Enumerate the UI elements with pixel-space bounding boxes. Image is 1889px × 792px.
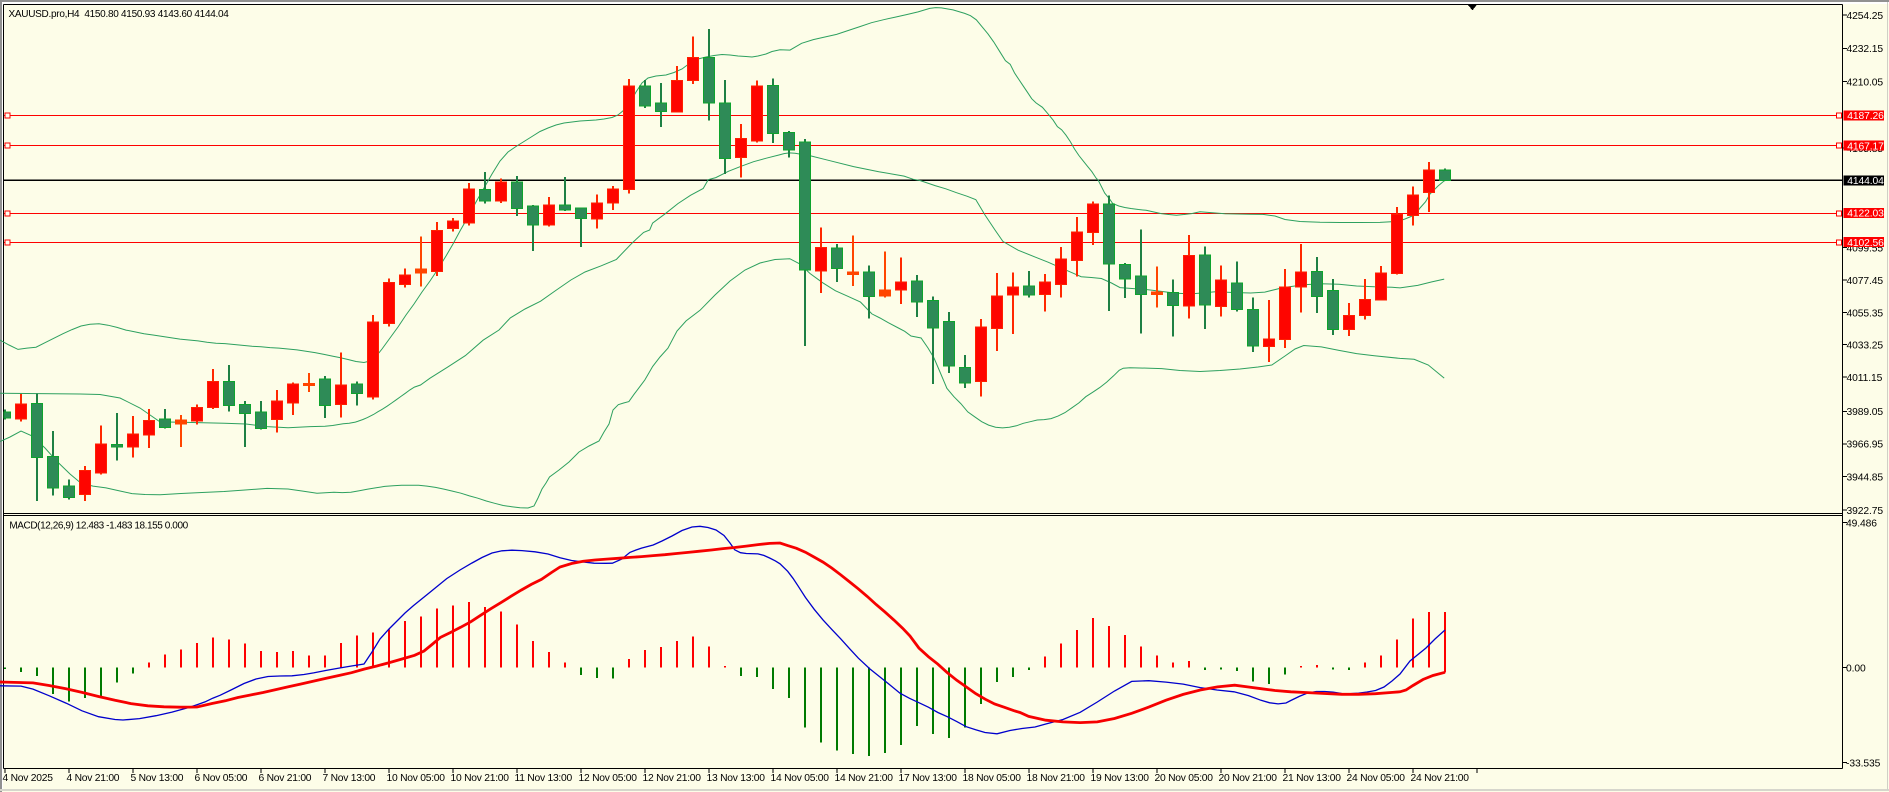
svg-text:4 Nov 21:00: 4 Nov 21:00 [67,773,120,784]
svg-text:5 Nov 13:00: 5 Nov 13:00 [131,773,184,784]
svg-text:49.486: 49.486 [1846,519,1877,530]
svg-text:4077.45: 4077.45 [1847,276,1884,287]
svg-text:4055.35: 4055.35 [1847,308,1884,319]
svg-text:MACD(12,26,9) 12.483 -1.483 18: MACD(12,26,9) 12.483 -1.483 18.155 0.000 [9,521,188,532]
svg-text:24 Nov 21:00: 24 Nov 21:00 [1411,773,1470,784]
svg-text:21 Nov 13:00: 21 Nov 13:00 [1283,773,1342,784]
svg-text:6 Nov 05:00: 6 Nov 05:00 [195,773,248,784]
svg-text:18 Nov 21:00: 18 Nov 21:00 [1027,773,1086,784]
svg-text:20 Nov 21:00: 20 Nov 21:00 [1219,773,1278,784]
svg-text:24 Nov 05:00: 24 Nov 05:00 [1347,773,1406,784]
svg-text:3989.05: 3989.05 [1847,407,1884,418]
svg-text:4232.15: 4232.15 [1847,44,1884,55]
svg-text:4187.26: 4187.26 [1847,111,1884,122]
svg-text:12 Nov 21:00: 12 Nov 21:00 [643,773,702,784]
svg-text:14 Nov 05:00: 14 Nov 05:00 [771,773,830,784]
svg-text:4102.56: 4102.56 [1847,238,1884,249]
svg-text:3944.85: 3944.85 [1847,472,1884,483]
svg-text:19 Nov 13:00: 19 Nov 13:00 [1091,773,1150,784]
svg-text:4122.03: 4122.03 [1847,209,1884,220]
svg-text:4254.25: 4254.25 [1847,11,1884,22]
svg-text:4099.55: 4099.55 [1847,243,1884,254]
svg-text:4167.17: 4167.17 [1847,141,1884,152]
svg-text:11 Nov 13:00: 11 Nov 13:00 [515,773,573,784]
svg-text:3966.95: 3966.95 [1847,440,1884,451]
svg-text:XAUUSD.pro,H4 4150.80 4150.93: XAUUSD.pro,H4 4150.80 4150.93 4143.60 41… [9,9,230,20]
svg-text:13 Nov 13:00: 13 Nov 13:00 [707,773,766,784]
svg-text:-33.535: -33.535 [1846,758,1881,769]
svg-text:17 Nov 13:00: 17 Nov 13:00 [899,773,958,784]
svg-text:18 Nov 05:00: 18 Nov 05:00 [963,773,1022,784]
svg-text:4033.25: 4033.25 [1847,340,1884,351]
svg-text:10 Nov 05:00: 10 Nov 05:00 [387,773,446,784]
svg-text:3922.75: 3922.75 [1847,506,1884,517]
svg-text:7 Nov 13:00: 7 Nov 13:00 [323,773,376,784]
svg-text:4011.15: 4011.15 [1847,373,1883,384]
svg-text:4144.04: 4144.04 [1847,176,1884,187]
svg-text:6 Nov 21:00: 6 Nov 21:00 [259,773,312,784]
svg-text:14 Nov 21:00: 14 Nov 21:00 [835,773,894,784]
svg-text:10 Nov 21:00: 10 Nov 21:00 [451,773,510,784]
svg-text:4210.05: 4210.05 [1847,77,1884,88]
svg-text:20 Nov 05:00: 20 Nov 05:00 [1155,773,1214,784]
svg-text:0.00: 0.00 [1846,663,1866,674]
svg-text:4 Nov 2025: 4 Nov 2025 [3,773,54,784]
svg-text:12 Nov 05:00: 12 Nov 05:00 [579,773,638,784]
